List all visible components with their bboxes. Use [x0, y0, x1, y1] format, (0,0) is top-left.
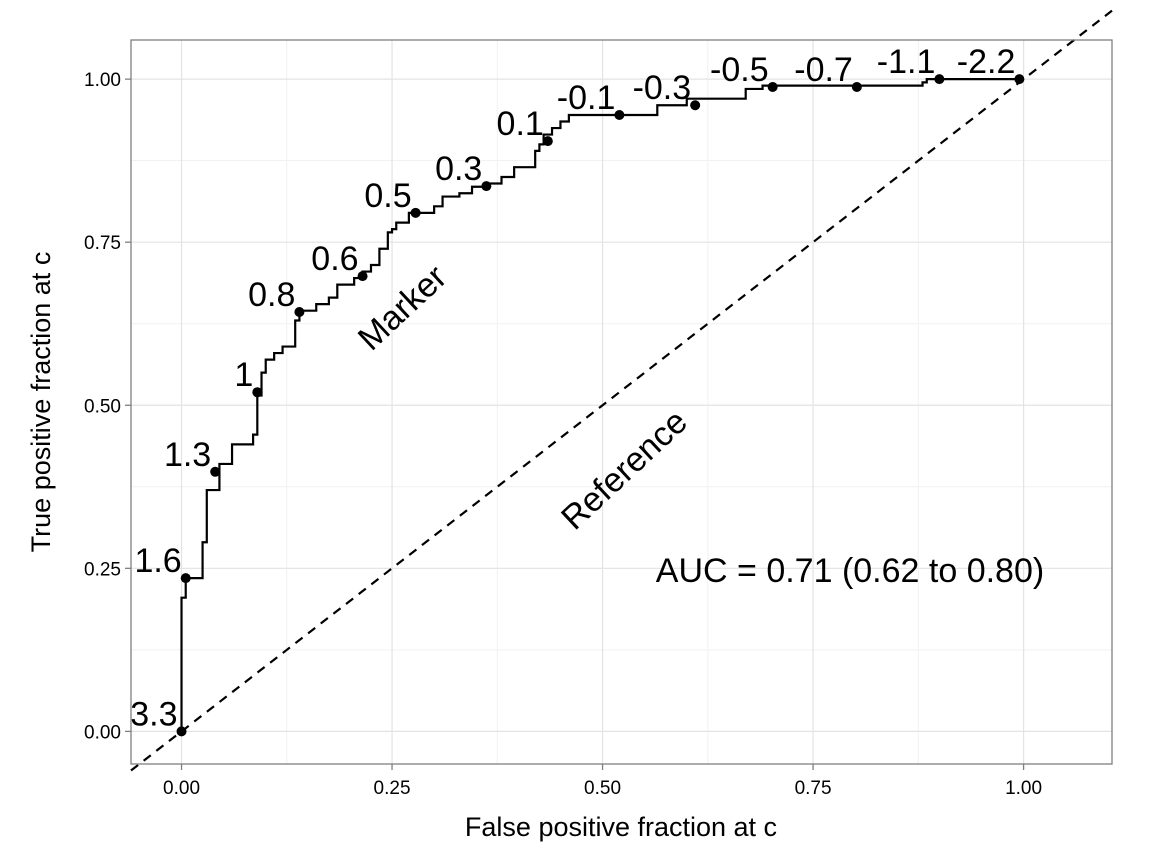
y-tick-label: 1.00	[84, 70, 121, 91]
cutoff-label: 3.3	[130, 695, 177, 733]
cutoff-label: 0.8	[248, 276, 295, 314]
cutoff-point	[294, 306, 305, 317]
x-tick-label: 0.00	[163, 778, 200, 799]
cutoff-point	[934, 74, 945, 85]
cutoff-point	[410, 207, 421, 218]
cutoff-point	[176, 726, 187, 737]
cutoff-label: -0.3	[633, 69, 692, 107]
cutoff-label: -0.5	[710, 51, 769, 89]
x-axis-title: False positive fraction at c	[465, 812, 777, 842]
cutoff-point	[851, 81, 862, 92]
cutoff-label: 0.5	[364, 177, 411, 215]
cutoff-label: 1.3	[164, 436, 211, 474]
cutoff-label: -1.1	[877, 43, 936, 81]
cutoff-points: 3.3 1.6 1.3 1 0.8 0.60.5 0.3 0.1 -0.1 -0.3 -0.5 -0.…	[130, 43, 1025, 737]
cutoff-point	[481, 181, 492, 192]
y-tick-label: 0.00	[84, 722, 121, 743]
cutoff-point	[690, 100, 701, 111]
cutoff-point	[210, 466, 221, 477]
x-tick-label: 0.25	[374, 778, 411, 799]
y-tick-label: 0.25	[84, 559, 121, 580]
cutoff-label: -0.7	[794, 51, 853, 89]
marker-series	[180, 78, 1024, 732]
cutoff-label: 1	[234, 356, 253, 394]
x-tick-label: 1.00	[1005, 778, 1042, 799]
cutoff-label: 0.1	[497, 105, 544, 143]
auc-annotation: AUC = 0.71 (0.62 to 0.80)	[656, 552, 1044, 590]
x-tick-label: 0.50	[584, 778, 621, 799]
y-tick-label: 0.50	[84, 396, 121, 417]
cutoff-label: 0.3	[435, 150, 482, 188]
x-tick-label: 0.75	[795, 778, 832, 799]
cutoff-label: 0.6	[311, 240, 358, 278]
roc-curve-line	[180, 78, 1024, 732]
cutoff-point	[614, 110, 625, 121]
cutoff-point	[180, 573, 191, 584]
panel-border	[130, 39, 1113, 765]
cutoff-label: 1.6	[134, 542, 181, 580]
cutoff-label: -2.2	[957, 43, 1016, 81]
cutoff-point	[357, 271, 368, 282]
y-tick-label: 0.75	[84, 233, 121, 254]
axes: 0.00 0.25 0.50 0.75 1.00 0.00 0.25 0.50 0.75 1.00	[84, 70, 1042, 799]
cutoff-point	[252, 387, 263, 398]
cutoff-label: -0.1	[557, 79, 616, 117]
cutoff-point	[1014, 74, 1025, 85]
cutoff-point	[542, 136, 553, 147]
cutoff-point	[767, 81, 778, 92]
y-axis-title: True positive fraction at c	[26, 252, 56, 553]
